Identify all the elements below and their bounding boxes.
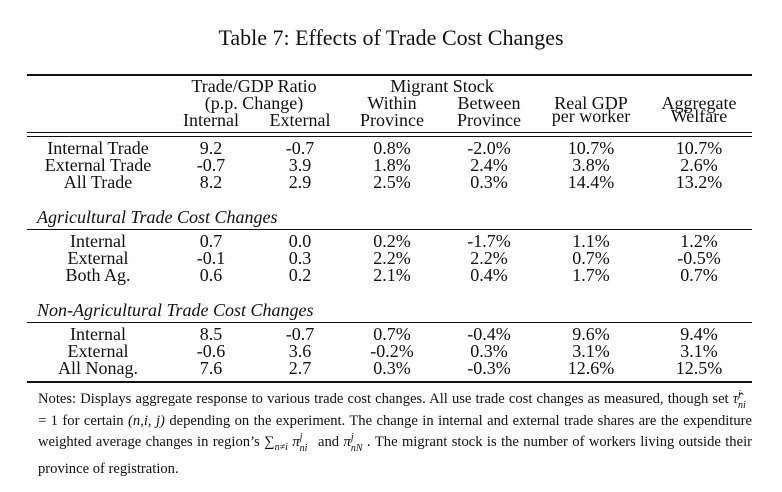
table-cell: -0.2%	[370, 341, 414, 361]
notes-text-2: = 1 for certain	[38, 412, 129, 429]
table-cell: 12.6%	[567, 358, 615, 378]
table-cell: 10.7%	[675, 138, 723, 158]
row-label: All Trade	[63, 172, 133, 192]
table-cell: 2.9	[288, 172, 312, 192]
header-col-within-line2: Province	[360, 110, 424, 130]
header-col-within-line1: Within	[367, 93, 417, 113]
header-col-gdp-line2: per worker	[551, 106, 631, 126]
table-cell: 3.9	[288, 155, 312, 175]
header-col-welfare-line2: Welfare	[670, 106, 728, 126]
notes-sum-symbol: ∑n≠i	[264, 434, 288, 453]
table-cell: -0.6	[196, 341, 226, 361]
table-cell: 0.2	[288, 265, 312, 285]
header-col-internal: Internal	[183, 110, 239, 130]
table-cell: 3.6	[288, 341, 312, 361]
section-title: Agricultural Trade Cost Changes	[37, 207, 278, 227]
table-cell: 2.6%	[680, 155, 718, 175]
header-group-trade: Trade/GDP Ratio	[191, 76, 317, 96]
table-cell: 1.1%	[572, 231, 610, 251]
table-cell: 1.8%	[373, 155, 411, 175]
table-cell: 0.7	[199, 231, 223, 251]
top-rule	[27, 74, 752, 76]
table-cell: 0.3%	[470, 341, 508, 361]
section-rule	[27, 322, 752, 323]
table-cell: 2.4%	[470, 155, 508, 175]
table-cell: 10.7%	[567, 138, 615, 158]
notes-tuple: (n,i, j)	[128, 412, 165, 429]
table-cell: -1.7%	[467, 231, 511, 251]
bottom-rule	[27, 381, 752, 383]
header-double-rule-top	[27, 132, 752, 133]
header-col-between-line2: Province	[457, 110, 521, 130]
table-cell: -0.7	[285, 324, 315, 344]
row-label: Both Ag.	[65, 265, 131, 285]
table-cell: 2.2%	[373, 248, 411, 268]
header-col-welfare-line1: Aggregate	[661, 93, 737, 113]
table-cell: 0.3	[288, 248, 312, 268]
table-cell: 0.6	[199, 265, 223, 285]
header-group-migrant: Migrant Stock	[390, 76, 494, 96]
header-col-gdp-line1: Real GDP	[554, 93, 628, 113]
table-cell: 3.8%	[572, 155, 610, 175]
table-cell: 0.7%	[680, 265, 718, 285]
table-cell: 0.3%	[373, 358, 411, 378]
notes-tau-symbol: τ̂ j ni	[732, 389, 746, 411]
table-cell: 0.7%	[572, 248, 610, 268]
table-title: Table 7: Effects of Trade Cost Changes	[218, 25, 564, 50]
table-cell: -0.1	[196, 248, 226, 268]
table-cell: -0.7	[285, 138, 315, 158]
row-label: External	[67, 341, 129, 361]
table-cell: 3.1%	[572, 341, 610, 361]
table-cell: 0.4%	[470, 265, 508, 285]
table-cell: 2.2%	[470, 248, 508, 268]
section-rule	[27, 229, 752, 230]
row-label: Internal	[70, 231, 126, 251]
table-cell: 0.3%	[470, 172, 508, 192]
header-col-external: External	[269, 110, 331, 130]
row-label: External Trade	[44, 155, 152, 175]
notes-text-1: Notes: Displays aggregate response to va…	[38, 391, 733, 407]
table-cell: 0.2%	[373, 231, 411, 251]
table-cell: -0.3%	[467, 358, 511, 378]
table-notes: Notes: Displays aggregate response to va…	[38, 389, 752, 480]
table-cell: -0.7	[196, 155, 226, 175]
row-label: Internal	[70, 324, 126, 344]
table-cell: 7.6	[199, 358, 223, 378]
table-cell: 3.1%	[680, 341, 718, 361]
table-cell: 8.2	[199, 172, 223, 192]
table-cell: 1.7%	[572, 265, 610, 285]
notes-text-3: depending on the experiment. The change …	[38, 412, 752, 451]
table-cell: 1.2%	[680, 231, 718, 251]
header-group-trade-sub: (p.p. Change)	[204, 93, 304, 113]
notes-pi-ni: π j ni	[292, 432, 308, 454]
row-label: Internal Trade	[47, 138, 149, 158]
table-cell: -2.0%	[467, 138, 511, 158]
table-cell: 0.8%	[373, 138, 411, 158]
table-cell: 0.7%	[373, 324, 411, 344]
table-cell: 14.4%	[567, 172, 615, 192]
table-cell: 8.5	[199, 324, 223, 344]
table-cell: -0.4%	[467, 324, 511, 344]
table-cell: 2.7	[288, 358, 312, 378]
header-col-between-line1: Between	[457, 93, 521, 113]
row-label: All Nonag.	[58, 358, 138, 378]
notes-text-5: . The migrant stock is the number of wor…	[38, 434, 752, 477]
table-cell: 13.2%	[675, 172, 723, 192]
table-cell: 9.6%	[572, 324, 610, 344]
table-cell: 2.1%	[373, 265, 411, 285]
table-cell: 12.5%	[675, 358, 723, 378]
row-label: External	[67, 248, 129, 268]
table-cell: 0.0	[288, 231, 312, 251]
table-cell: 9.4%	[680, 324, 718, 344]
table-cell: 9.2	[199, 138, 223, 158]
header-double-rule-bottom	[27, 136, 752, 137]
notes-pi-nN: π j nN	[343, 432, 363, 454]
table-cell: 2.5%	[373, 172, 411, 192]
section-title: Non-Agricultural Trade Cost Changes	[37, 300, 314, 320]
table-cell: -0.5%	[677, 248, 721, 268]
notes-text-4: and	[313, 434, 344, 450]
